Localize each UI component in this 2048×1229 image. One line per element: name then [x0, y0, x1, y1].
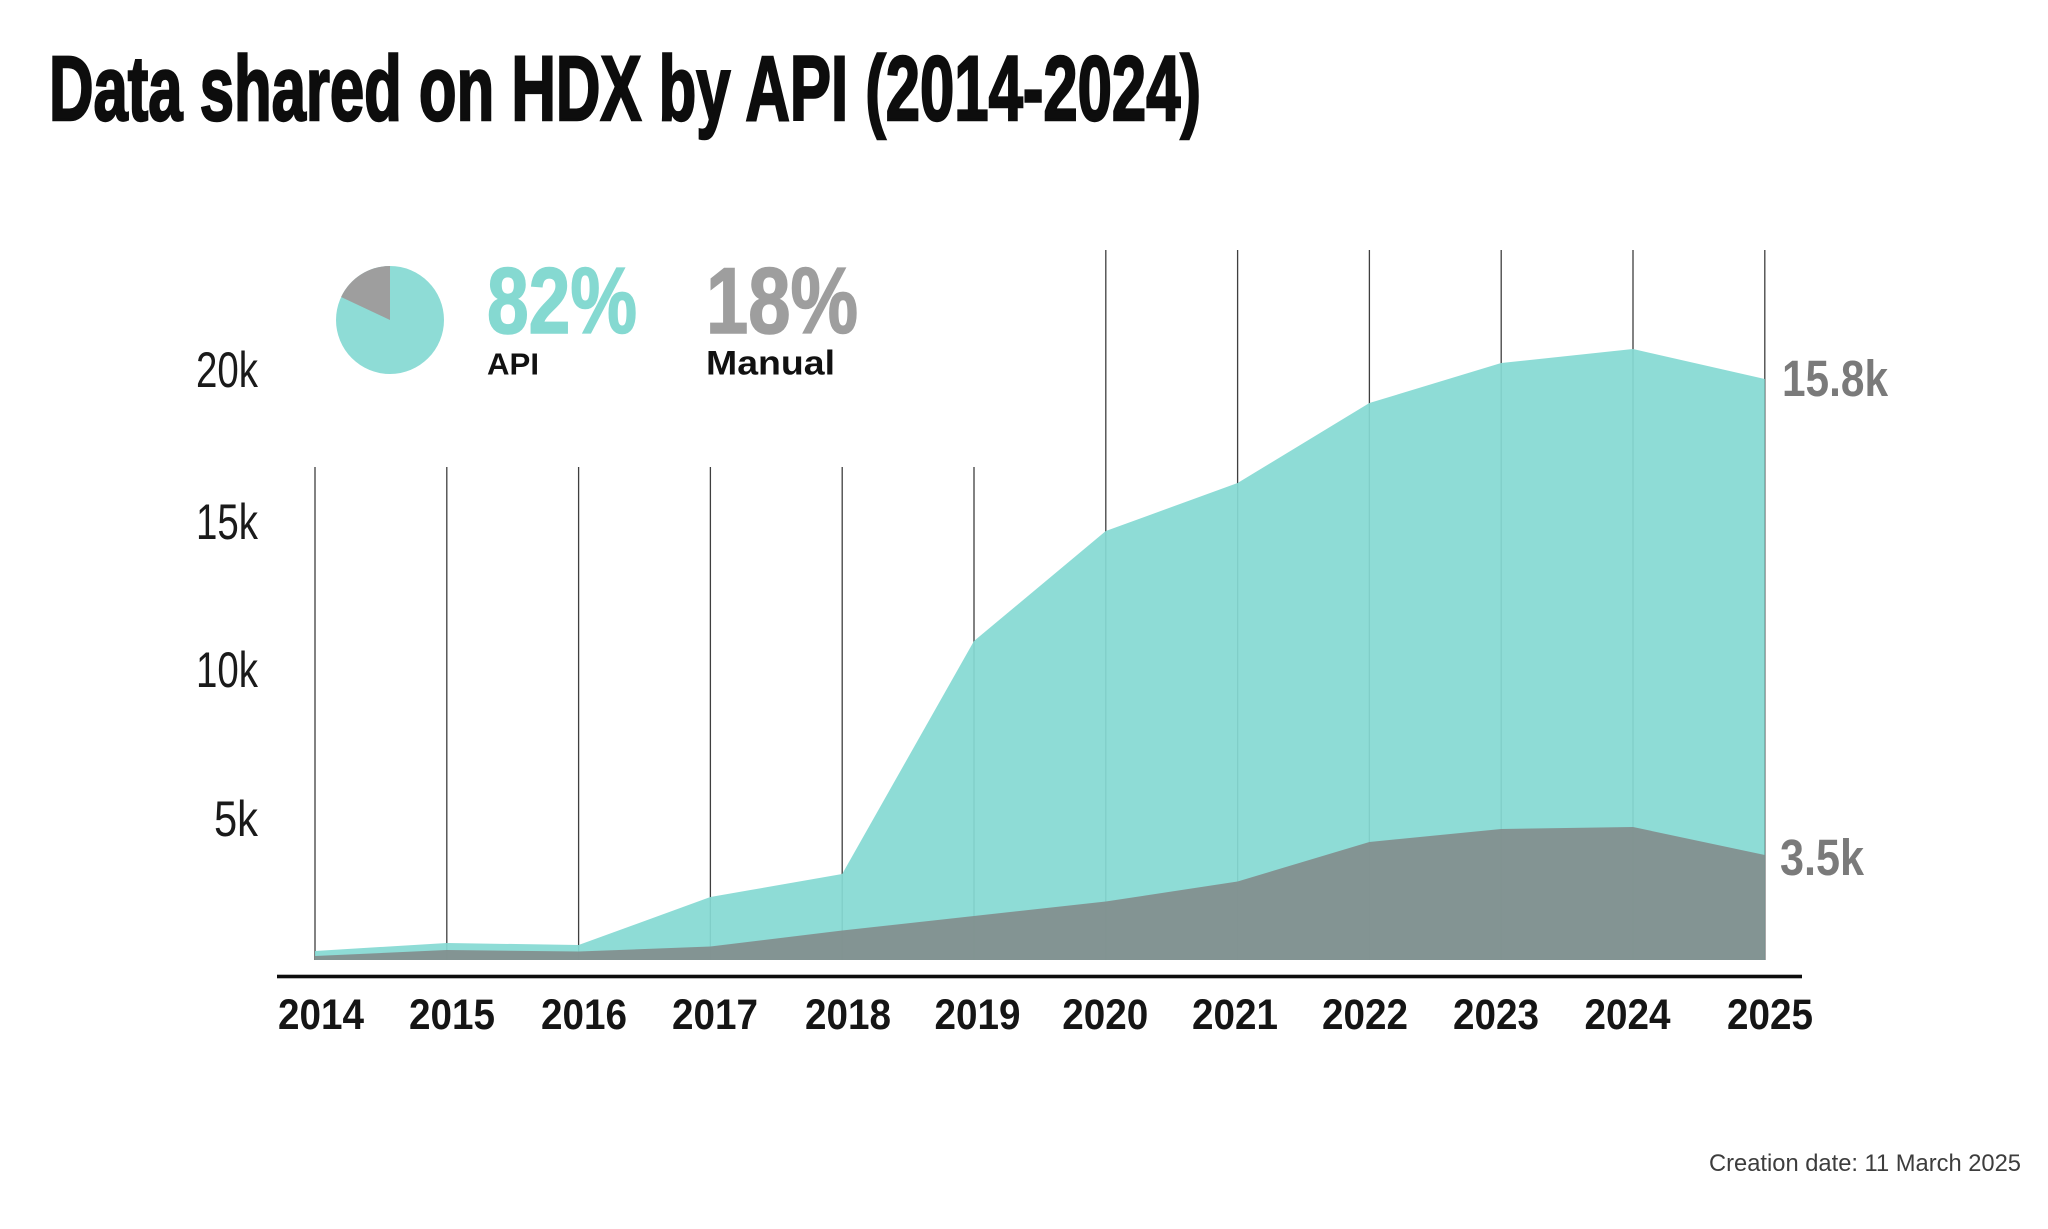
- svg-text:2015: 2015: [409, 991, 495, 1039]
- svg-text:2022: 2022: [1322, 991, 1408, 1039]
- svg-text:Data shared on HDX by API (201: Data shared on HDX by API (2014-2024): [49, 38, 1201, 140]
- svg-text:Manual: Manual: [706, 345, 835, 383]
- svg-text:18%: 18%: [706, 248, 858, 353]
- svg-text:2019: 2019: [935, 991, 1021, 1039]
- svg-text:2020: 2020: [1062, 991, 1148, 1039]
- svg-text:2018: 2018: [805, 991, 891, 1039]
- svg-text:5k: 5k: [214, 791, 259, 847]
- svg-text:2023: 2023: [1453, 991, 1539, 1039]
- svg-text:2017: 2017: [672, 991, 758, 1039]
- svg-text:2014: 2014: [278, 991, 364, 1039]
- svg-text:2016: 2016: [541, 991, 627, 1039]
- svg-text:15.8k: 15.8k: [1782, 350, 1889, 407]
- svg-text:15k: 15k: [196, 494, 259, 550]
- svg-text:3.5k: 3.5k: [1780, 829, 1865, 886]
- svg-text:2021: 2021: [1192, 991, 1278, 1039]
- svg-text:20k: 20k: [196, 342, 259, 398]
- svg-text:10k: 10k: [196, 642, 259, 698]
- svg-text:2024: 2024: [1585, 991, 1671, 1039]
- svg-text:API: API: [487, 347, 539, 382]
- svg-text:Creation date: 11 March 2025: Creation date: 11 March 2025: [1709, 1150, 2021, 1177]
- svg-text:82%: 82%: [487, 248, 637, 353]
- svg-text:2025: 2025: [1727, 991, 1813, 1039]
